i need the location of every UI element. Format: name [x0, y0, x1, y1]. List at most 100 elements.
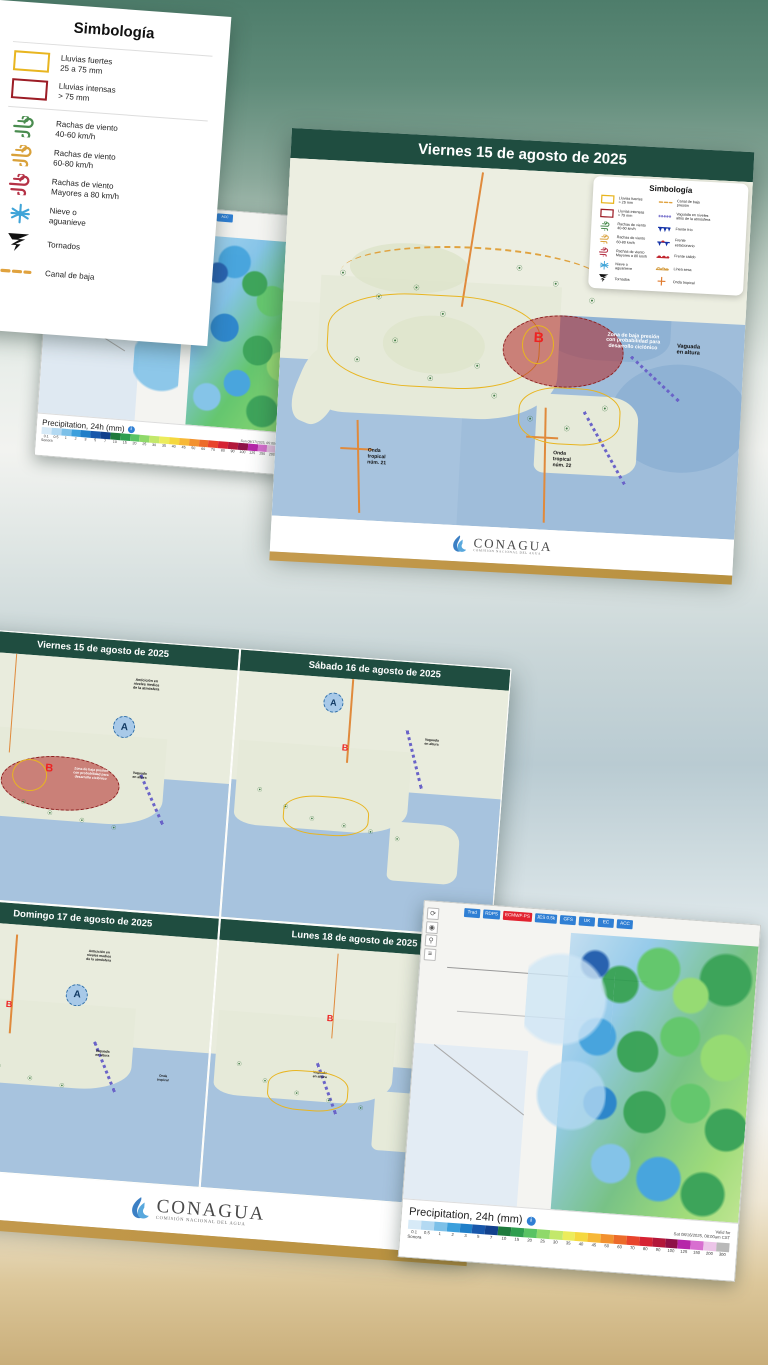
model-tab-rdps[interactable]: RDPS [482, 909, 501, 920]
refresh-icon[interactable]: ⟳ [426, 907, 440, 921]
model-tab-uk[interactable]: UK [578, 916, 596, 927]
scale-tick-label: 80 [220, 448, 225, 453]
legend-item-label: Onda tropical [672, 280, 695, 286]
scale-tick-label: 90 [230, 449, 235, 454]
low-pressure-marker: B [5, 998, 13, 1010]
symbology-symbol [9, 78, 50, 101]
legend-item: Lluvias fuertes > 25 mm [599, 194, 650, 207]
legend-symbol [596, 260, 613, 271]
symbology-item: Canal de baja [0, 255, 197, 299]
legend-item-label: Tornados [614, 277, 630, 282]
snowflake-icon [597, 260, 612, 270]
info-icon[interactable]: i [127, 425, 135, 434]
model-tab-gfs[interactable]: GFS [559, 915, 577, 925]
scale-tick-label: 50 [604, 1243, 610, 1249]
scale-tick-label: 150 [258, 451, 266, 456]
legend-symbol [598, 220, 615, 232]
legend-symbol [599, 207, 616, 218]
symbology-item: Rachas de viento 60-80 km/h [4, 140, 206, 184]
conagua-logo: CONAGUA COMISIÓN NACIONAL DEL AGUA [451, 533, 553, 557]
forecast-card-friday: Viernes 15 de agosto de 2025 ⦿ ⦿ ⦿ ⦿ ⦿ [269, 128, 755, 585]
symbology-title: Simbología [73, 19, 155, 43]
model-tab-trad[interactable]: Trad [463, 907, 481, 918]
wind-gust-icon: ⦿ [375, 294, 383, 301]
wind-green-icon [599, 220, 614, 231]
scale-tick-label: 35 [565, 1240, 571, 1246]
wind-gust-icon: ⦿ [353, 357, 361, 365]
scale-tick-label: 20 [132, 441, 137, 446]
symbology-item: Nieve o aguanieve [0, 198, 201, 242]
legend-symbol [657, 210, 674, 221]
stationary-front-icon [657, 237, 672, 247]
model-tab-ec[interactable]: EC [597, 917, 615, 928]
symbology-item: Tornados [0, 227, 199, 271]
legend-item: Onda tropical [654, 276, 708, 289]
wind-red-icon [598, 247, 613, 258]
wind-gust-icon: ⦿ [413, 285, 420, 293]
model-tab-acc[interactable]: ACC [616, 919, 634, 930]
legend-item: Frente estacionario [656, 237, 710, 250]
wind-gust-icon: ⦿ [491, 393, 498, 401]
symbology-item-label: Rachas de viento 40-60 km/h [55, 118, 119, 141]
forecast-panel-saturday[interactable]: Sábado 16 de agosto de 2025 B A Anticici… [219, 648, 512, 939]
symbology-item-label: Nieve o aguanieve [48, 205, 87, 228]
wind-gust-icon: ⦿ [516, 266, 523, 273]
legend-item-label: Vaguada en niveles altos de la atmósfera [676, 212, 711, 223]
model-tab-acc[interactable]: ACC [216, 213, 234, 223]
anticyclone-marker: A [322, 691, 345, 714]
symbology-symbol [0, 259, 37, 283]
legend-item: Nieve o aguanieve [596, 260, 647, 273]
low-pressure-marker: B [533, 328, 545, 345]
wind-gust-icon: ⦿ [588, 298, 596, 305]
anticyclone-annotation: Anticición en niveles medios de la atmós… [86, 949, 112, 963]
scale-tick-label: 80 [642, 1245, 648, 1252]
panel-map-friday: B Zona de baja presión con probabilidad … [0, 650, 238, 918]
scale-tick-label: 20 [527, 1237, 533, 1243]
legend-item: Tornados [595, 273, 646, 286]
legend-item: Frente cálido [655, 250, 709, 263]
scale-tick-label: 15 [514, 1236, 520, 1242]
scale-tick-label: 50 [191, 445, 196, 451]
layers-icon[interactable]: ◉ [425, 920, 439, 934]
scale-tick-label: 45 [591, 1242, 597, 1248]
legend-symbol [597, 247, 614, 258]
scale-tick-label: 5 [94, 438, 97, 443]
legend-item-label: Canal de baja presión [676, 199, 700, 208]
wind-gust-icon: ⦿ [391, 338, 399, 345]
wind-gust-icon: ⦿ [339, 271, 347, 278]
search-icon[interactable]: ⚲ [424, 934, 438, 948]
red-rect-icon [600, 208, 615, 218]
scale-tick-label: 125 [249, 450, 256, 456]
scale-tick-label: 35 [161, 443, 167, 448]
card-footer-friday: CONAGUA COMISIÓN NACIONAL DEL AGUA [269, 515, 735, 576]
forecast-panel-sunday[interactable]: Domingo 17 de agosto de 2025 B A Anticic… [0, 897, 220, 1188]
purple-trough-icon [658, 211, 673, 221]
symbology-items: Lluvias fuertes 25 a 75 mm Lluvias intens… [0, 46, 212, 299]
wind-gust-icon: ⦿ [601, 406, 608, 414]
scale-tick-label: 40 [171, 444, 176, 449]
list-icon[interactable]: ≡ [423, 947, 437, 961]
legend-item: Rachas de viento Mayores a 80 km/h [597, 247, 648, 260]
wind-gust-icon: ⦿ [563, 426, 570, 433]
wind-gust-icon: ⦿ [526, 417, 534, 424]
forecast-map-friday[interactable]: ⦿ ⦿ ⦿ ⦿ ⦿ ⦿ ⦿ ⦿ ⦿ ⦿ ⦿ ⦿ ⦿ ⦿ ⦿ B Zona de … [271, 157, 753, 540]
precipitation-map-bottom[interactable]: ⟳ ◉ ⚲ ≡ Trad RDPS ECMWF-PS JES 0.5k GFS UK EC A… [397, 900, 762, 1282]
legend-symbol [656, 224, 673, 235]
scale-tick-label: 60 [201, 446, 206, 452]
scale-tick-label: 30 [552, 1239, 558, 1245]
scale-tick-label: 70 [629, 1245, 635, 1251]
scale-tick-label: 1 [438, 1230, 442, 1237]
legend-item: Frente frío [656, 224, 710, 237]
scale-tick-label: 1 [64, 435, 67, 440]
scale-tick-label: 30 [151, 442, 157, 448]
model-tab-jes-0-5k[interactable]: JES 0.5k [534, 913, 558, 924]
wind-gust-icon: ⦿ [427, 376, 434, 383]
legend-symbol [597, 234, 614, 245]
scale-tick-label: 2 [451, 1231, 454, 1238]
wind-gust-icon: ⦿ [552, 282, 559, 289]
legend-symbol [595, 273, 612, 284]
forecast-panel-friday[interactable]: Viernes 15 de agosto de 2025 B Zona de b… [0, 628, 240, 919]
legend-item-label: Frente cálido [674, 253, 696, 259]
info-icon[interactable]: i [526, 1215, 536, 1226]
anticyclone-marker: A [65, 983, 89, 1007]
